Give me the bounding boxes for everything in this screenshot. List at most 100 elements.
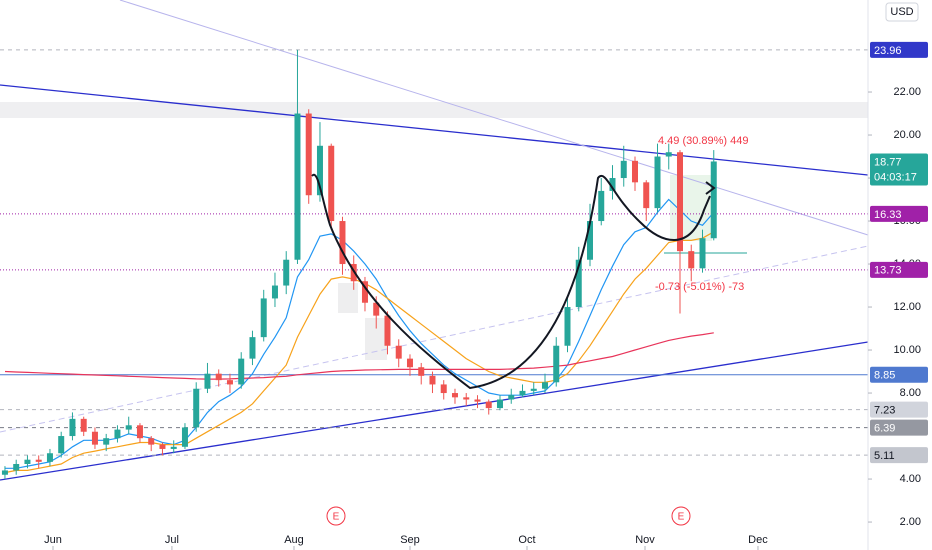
price-label: 13.73: [874, 265, 902, 277]
trend-line: [0, 84, 869, 176]
candle-body: [1, 470, 8, 475]
candle-body: [215, 373, 222, 381]
overlay-lines: [4, 198, 715, 474]
candle-body: [710, 161, 717, 239]
price-label-box: [870, 366, 928, 383]
range-box: [365, 318, 387, 360]
price-label: 8.85: [874, 370, 895, 382]
x-tick-label: Nov: [635, 534, 655, 546]
candle-body: [384, 315, 391, 346]
price-label-box: [870, 41, 928, 58]
candle-body: [24, 459, 31, 464]
candle-body: [226, 380, 233, 385]
currency-label: USD: [890, 6, 913, 18]
candle-body: [316, 145, 323, 196]
drawings: E E 4.49 (30.89%) 449 -0.73 (-5.01%) -73: [311, 135, 749, 526]
candle-body: [35, 459, 42, 462]
y-tick-label: 8.00: [900, 387, 921, 399]
candle-body: [541, 382, 548, 389]
earnings-label: E: [333, 512, 340, 523]
candle-body: [249, 337, 256, 359]
candle-body: [575, 259, 582, 308]
candle-body: [114, 429, 121, 439]
candle-body: [373, 302, 380, 316]
candle-body: [69, 418, 76, 437]
price-levels: [0, 49, 868, 456]
candle-body: [564, 307, 571, 346]
candle-body: [418, 367, 425, 376]
candle-body: [654, 156, 661, 209]
x-tick-label: Aug: [284, 534, 304, 546]
candle-body: [395, 345, 402, 359]
price-label: 6.39: [874, 423, 895, 435]
measure-label: 4.49 (30.89%) 449: [658, 135, 749, 147]
candle-body: [440, 384, 447, 394]
candle-body: [598, 190, 605, 222]
moving-average: [5, 198, 715, 469]
candle-body: [699, 238, 706, 269]
candle-body: [204, 373, 211, 389]
candle-body: [181, 427, 188, 447]
y-tick-label: 4.00: [900, 473, 921, 485]
earnings-label: E: [678, 512, 685, 523]
candle-body: [46, 453, 53, 462]
candle-body: [620, 160, 627, 179]
candle-body: [283, 259, 290, 286]
candle-body: [193, 388, 200, 428]
candle-body: [294, 113, 301, 260]
highlight-band: [0, 102, 868, 118]
measure-label: -0.73 (-5.01%) -73: [655, 281, 744, 293]
currency-box[interactable]: [885, 2, 919, 22]
candles: [1, 49, 717, 480]
candle-body: [688, 251, 695, 269]
candle-body: [586, 221, 593, 260]
trend-line: [0, 341, 869, 481]
candle-body: [13, 463, 20, 471]
candle-body: [406, 358, 413, 368]
candle-body: [328, 145, 335, 222]
candle-body: [429, 375, 436, 385]
moving-average: [4, 231, 715, 474]
trend-line: [0, 245, 869, 433]
candle-body: [508, 395, 515, 400]
candle-body: [305, 113, 312, 196]
price-label: 7.23: [874, 405, 895, 417]
candle-body: [170, 446, 177, 449]
range-box: [338, 283, 358, 313]
candle-body: [474, 399, 481, 402]
candle-body: [519, 390, 526, 396]
candle-body: [676, 152, 683, 252]
candle-body: [530, 388, 537, 391]
candle-body: [58, 436, 65, 454]
price-label-box: [870, 205, 928, 222]
earnings-marker[interactable]: [326, 506, 346, 526]
x-tick-label: Dec: [748, 534, 768, 546]
price-label: 5.11: [874, 450, 895, 462]
moving-average: [4, 332, 714, 380]
candle-body: [553, 345, 560, 383]
axis-labels: USD 2.004.008.0010.0012.0014.0016.0018.0…: [44, 2, 928, 546]
candle-body: [665, 152, 672, 157]
earnings-marker[interactable]: [671, 506, 691, 526]
cup-handle-curve: [311, 173, 711, 390]
arrow: [705, 181, 716, 195]
trend-line: [119, 0, 869, 236]
candle-body: [80, 418, 87, 432]
candle-body: [238, 358, 245, 385]
price-label: 23.96: [874, 45, 902, 57]
price-label-box: [870, 447, 928, 464]
candle-body: [136, 425, 143, 439]
candle-body: [361, 281, 368, 303]
y-tick-label: 20.00: [893, 129, 921, 141]
candle-body: [463, 397, 470, 400]
price-label-box: [870, 261, 928, 278]
y-tick-label: 22.00: [893, 86, 921, 98]
candle-body: [148, 438, 155, 445]
last-price-box: [870, 153, 928, 186]
candle-body: [159, 444, 166, 449]
candle-body: [496, 399, 503, 409]
candle-body: [451, 393, 458, 398]
candle-body: [485, 401, 492, 409]
